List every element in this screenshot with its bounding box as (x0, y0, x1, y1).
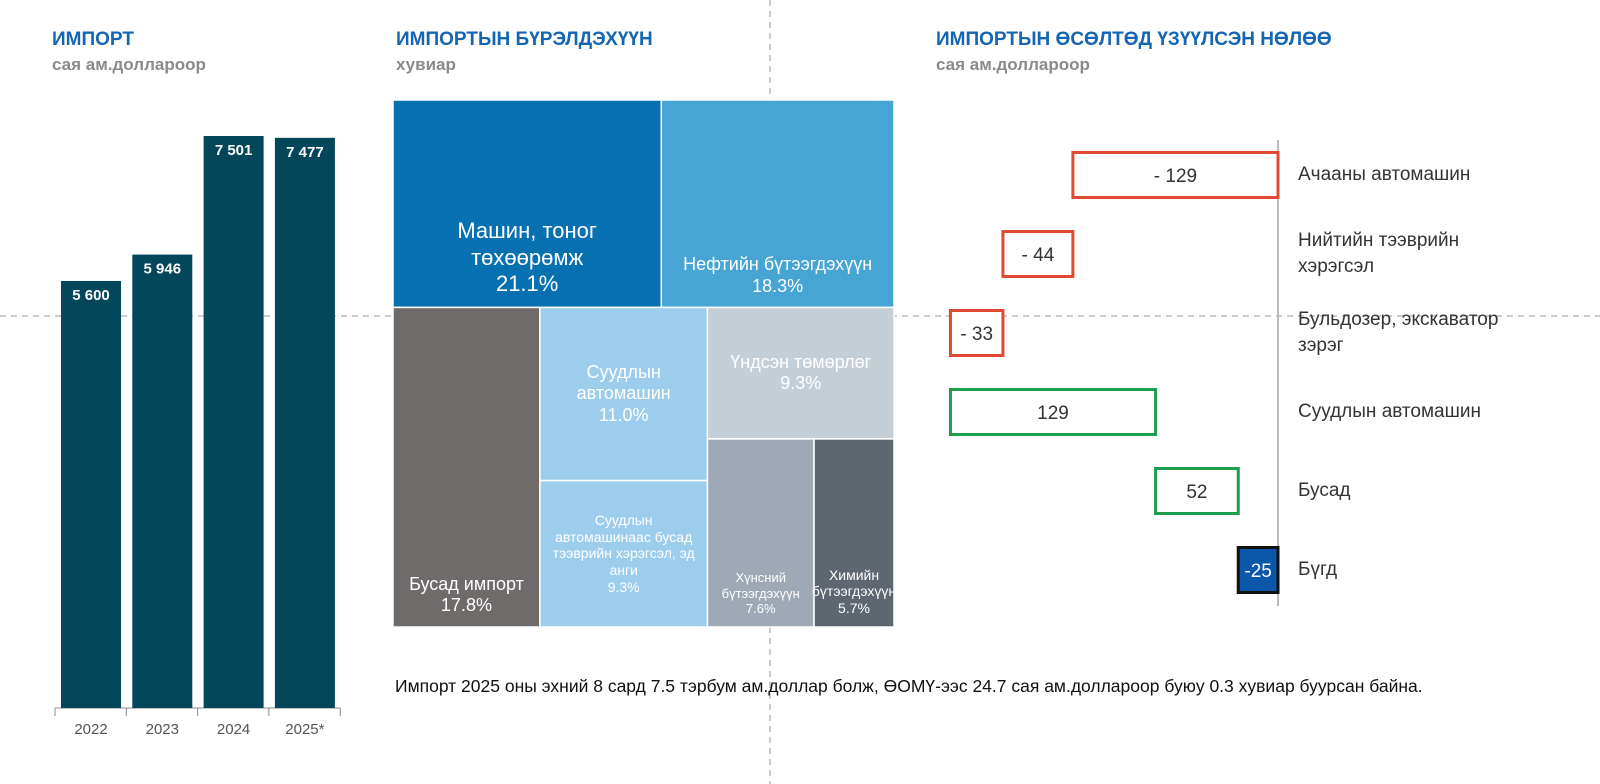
cell-value: 9.3% (780, 373, 822, 394)
category-label: Суудлын автомашин (1298, 401, 1481, 423)
treemap-label: Нефтийн бүтээгдэхүүн 18.3% (661, 100, 894, 307)
treemap-cell (706, 438, 815, 628)
waterfall-bar (1001, 230, 1075, 278)
value-label: - 129 (1154, 166, 1197, 187)
cell-value: 11.0% (598, 404, 649, 425)
treemap-label: Машин, тоног төхөөрөмж 21.1% (393, 100, 661, 307)
value-label: 129 (1037, 403, 1069, 424)
waterfall-bar (1236, 546, 1280, 594)
treemap-cell (539, 306, 709, 482)
x-tick-label: 2024 (217, 721, 250, 738)
treemap-label: Үндсэн төмөрлөг 9.3% (707, 307, 894, 439)
cell-value: 7.6% (745, 601, 776, 617)
cell-name: Нефтийн бүтээгдэхүүн (683, 254, 873, 275)
treemap-cell (392, 306, 541, 628)
category-label: Бусад (1298, 480, 1351, 502)
category-label: Бүгд (1298, 559, 1338, 581)
value-label: 5 946 (144, 261, 182, 278)
cell-name: Бусад импорт (409, 573, 524, 594)
cell-name: Машин, тоног төхөөрөмж (457, 218, 597, 270)
treemap-label: Хүнсний бүтээгдэхүүн 7.6% (707, 439, 814, 627)
cell-name: Химийн бүтээгдэхүүн (811, 566, 897, 600)
bar (132, 254, 193, 708)
chart-subtitle: хувиар (396, 55, 456, 74)
value-label: 5 600 (72, 287, 110, 304)
value-label: - 44 (1022, 245, 1055, 266)
waterfall-bar (1071, 151, 1280, 199)
value-label: 7 477 (286, 144, 324, 161)
cell-value: 5.7% (838, 600, 870, 617)
value-label: -25 (1244, 561, 1271, 582)
chart-title: ИМПОРТ (52, 29, 134, 50)
bar (203, 136, 264, 708)
x-tick-label: 2022 (74, 721, 107, 738)
treemap-cell (392, 99, 663, 309)
treemap-cell (539, 479, 709, 628)
category-label: Нийтийн тээврийн хэрэгсэл (1298, 230, 1460, 277)
chart-title: ИМПОРТЫН БҮРЭЛДЭХҮҮН (396, 29, 653, 50)
x-tick-label: 2025* (285, 721, 324, 738)
value-label: 7 501 (215, 142, 253, 159)
waterfall-bar (948, 388, 1158, 436)
treemap-label: Химийн бүтээгдэхүүн 5.7% (811, 439, 897, 627)
treemap-label: Суудлын автомашинаас бусад тээврийн хэрэ… (540, 481, 708, 627)
category-label: Ачааны автомашин (1298, 164, 1471, 186)
chart-title: ИМПОРТЫН ӨСӨЛТӨД ҮЗҮҮЛСЭН НӨЛӨӨ (936, 29, 1332, 50)
waterfall-bar (1154, 467, 1240, 515)
treemap-label: Суудлын автомашин 11.0% (540, 307, 708, 480)
category-label: Бульдозер, экскаватор зэрэг (1298, 309, 1499, 356)
chart-subtitle: сая ам.доллароор (52, 55, 206, 74)
treemap-label: Бусад импорт 17.8% (393, 307, 540, 627)
treemap-cell (706, 306, 895, 440)
cell-name: Үндсэн төмөрлөг (730, 351, 872, 372)
cell-value: 18.3% (752, 275, 804, 296)
cell-name: Суудлын автомашинаас бусад тээврийн хэрэ… (552, 511, 695, 579)
value-label: - 33 (960, 324, 993, 345)
value-label: 52 (1186, 482, 1207, 503)
cell-value: 21.1% (495, 271, 559, 297)
cell-name: Хүнсний бүтээгдэхүүн (721, 570, 800, 601)
chart-subtitle: сая ам.доллароор (936, 55, 1090, 74)
treemap-cell (660, 99, 895, 309)
cell-value: 17.8% (440, 595, 492, 616)
x-tick-label: 2023 (146, 721, 179, 738)
cell-value: 9.3% (607, 578, 640, 595)
treemap-cell (813, 438, 895, 628)
note: Импорт 2025 оны эхний 8 сард 7.5 тэрбум … (395, 676, 1423, 696)
cell-name: Суудлын автомашин (576, 361, 671, 404)
waterfall-bar (948, 309, 1005, 357)
bar (61, 280, 121, 708)
bar (274, 137, 335, 709)
